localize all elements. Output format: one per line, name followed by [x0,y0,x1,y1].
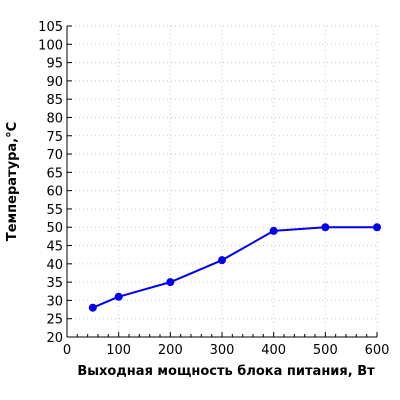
y-tick-label: 75 [46,130,63,145]
y-tick-label: 50 [46,221,63,236]
series [88,223,381,312]
y-tick-label: 30 [46,294,63,309]
x-tick-label: 600 [365,343,390,358]
y-tick-label: 85 [46,93,63,108]
y-tick-label: 65 [46,166,63,181]
y-axis-title: Температура,°C [5,122,20,241]
y-tick-label: 105 [38,20,63,35]
y-tick-label: 25 [46,313,63,328]
y-tick-label: 80 [46,111,63,126]
data-point [269,226,278,235]
y-tick-label: 35 [46,276,63,291]
y-tick-label: 95 [46,57,63,72]
x-axis-title: Выходная мощность блока питания, Вт [77,364,375,379]
x-tick-label: 200 [158,343,183,358]
y-tick-label: 70 [46,148,63,163]
grid [67,25,378,337]
y-tick-label: 55 [46,203,63,218]
x-tick-label: 0 [63,343,71,358]
data-point [218,256,226,265]
y-tick-label: 90 [46,75,63,90]
x-tick-label: 500 [313,343,338,358]
data-point [114,292,123,301]
y-tick-label: 20 [46,331,63,346]
ticks: 0 100 200 300 400 500 600 20 25 30 35 40 45 50 55 60 65 7… [38,20,389,358]
data-point [166,278,175,287]
data-point [88,303,97,312]
x-tick-label: 400 [261,343,286,358]
y-tick-label: 100 [38,38,63,53]
y-tick-label: 45 [46,240,63,255]
data-point [321,223,330,232]
x-tick-label: 100 [106,343,131,358]
y-tick-label: 40 [46,258,63,273]
data-point [373,223,381,232]
x-tick-label: 300 [210,343,235,358]
y-tick-label: 60 [46,185,63,200]
series-line [92,226,377,309]
